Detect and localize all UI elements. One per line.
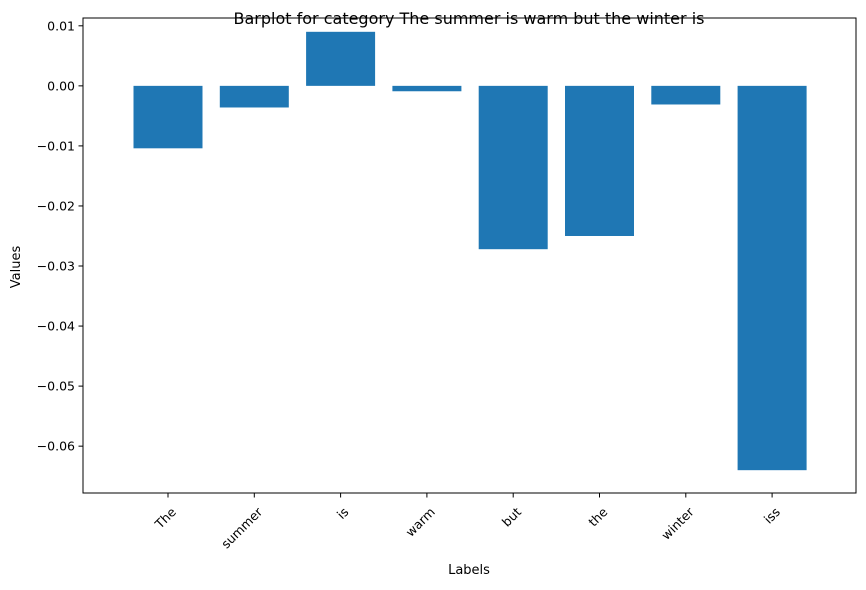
bar-warm xyxy=(392,85,462,92)
y-tick-label: −0.06 xyxy=(37,439,75,454)
y-tick-label: 0.01 xyxy=(47,18,75,33)
x-tick-label-winter: winter xyxy=(658,504,697,543)
x-tick-label-summer: summer xyxy=(218,504,266,552)
y-tick-label: −0.04 xyxy=(37,319,75,334)
y-tick-label: −0.02 xyxy=(37,198,75,213)
y-tick-label: −0.05 xyxy=(37,379,75,394)
x-tick-label-the: the xyxy=(585,504,610,529)
bar-the xyxy=(133,85,203,149)
x-tick-label-iss: iss xyxy=(761,504,783,526)
bar-the xyxy=(565,85,634,236)
bar-is xyxy=(306,31,376,86)
x-tick-label-the: The xyxy=(151,504,179,532)
y-axis-label: Values xyxy=(9,246,24,289)
plot-area-frame xyxy=(82,17,857,494)
bar-winter xyxy=(651,85,721,105)
y-tick-label: 0.00 xyxy=(47,78,75,93)
y-axis-ticks: 0.01 0.00 −0.01 −0.02 −0.03 −0.04 −0.05 −0.06 xyxy=(37,18,83,454)
x-axis-ticks: The summer is warm but the winter iss xyxy=(151,493,783,551)
bar-but xyxy=(478,85,548,250)
x-axis-label: Labels xyxy=(448,563,490,578)
x-tick-label-warm: warm xyxy=(402,504,437,539)
bar-iss xyxy=(737,85,807,471)
x-tick-label-but: but xyxy=(499,504,524,529)
x-tick-label-is: is xyxy=(334,504,352,522)
y-tick-label: −0.03 xyxy=(37,259,75,274)
bar-summer xyxy=(219,85,289,108)
y-tick-label: −0.01 xyxy=(37,138,75,153)
bars-group xyxy=(133,31,807,471)
